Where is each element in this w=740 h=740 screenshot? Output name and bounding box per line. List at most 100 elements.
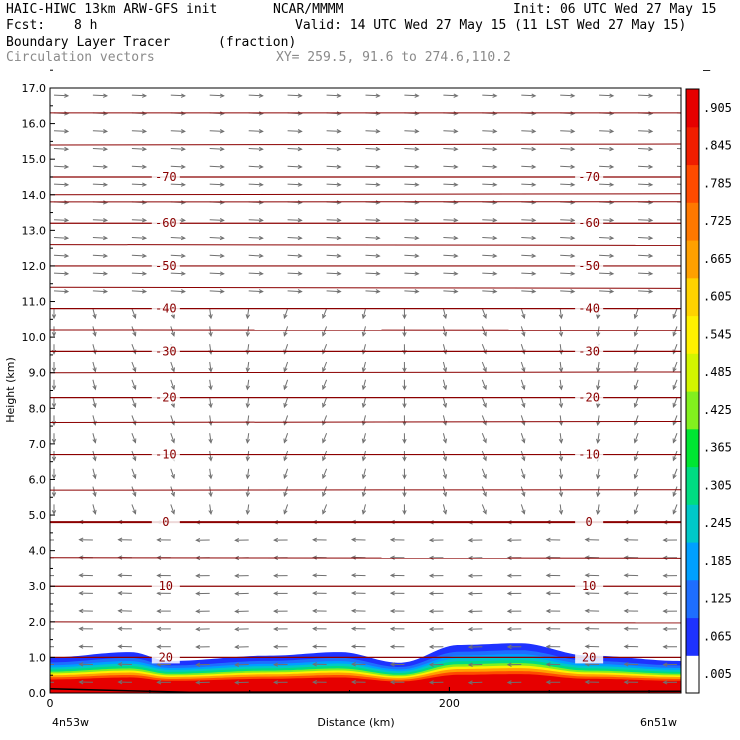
vector [248,130,263,132]
y-tick-label: 8.0 [29,402,47,415]
vector [597,326,600,336]
vector-head [545,626,551,632]
vector [92,237,107,239]
vector [520,344,525,354]
vector-head [361,491,367,498]
vector [634,433,639,443]
vector [404,254,419,257]
vector-head [132,474,137,480]
vector-head [570,218,576,223]
y-tick-label: 16.0 [22,118,47,131]
vector [672,504,678,514]
colorbar-label: .785 [703,176,732,190]
vector-head [402,385,407,391]
vector [322,486,328,497]
vector-head [258,164,264,170]
vector-head [297,93,303,98]
vector [322,415,328,425]
vector [92,290,107,293]
vector [53,237,69,239]
vector-head [453,182,459,187]
vector-head [336,218,342,223]
vector-head [245,403,251,409]
vector-head [506,662,512,667]
colorbar-label: .305 [703,478,732,492]
contour-line-minor [50,286,681,289]
vector [170,165,185,168]
vector [676,254,681,257]
vector-head [180,129,186,134]
vector [322,379,328,390]
y-axis-label: Height (km) [4,357,17,423]
vector [404,148,419,150]
vector-head [492,93,498,98]
vector [322,450,328,461]
vector-head [297,218,303,223]
vector-head [350,626,356,631]
vector-head [312,679,318,685]
vector-head [442,438,448,444]
vector-head [156,626,162,632]
vector [520,379,525,390]
vector [326,272,341,275]
vector [482,290,497,293]
vector-head [92,367,97,373]
vector-head [170,438,175,444]
vector [283,450,289,461]
vector-head [208,367,213,373]
vector-head [361,385,367,391]
vector-head [623,573,629,578]
vector [170,415,175,425]
vector-head [531,164,537,170]
contour-line-minor [50,244,681,246]
vector-head [428,591,434,596]
contour-line-minor [50,621,681,624]
contour-label-bg [575,301,604,315]
vector [209,468,212,479]
vector-head [442,313,448,320]
vector-head [208,385,213,391]
vector [599,148,614,150]
vector [53,183,69,186]
vector [559,379,562,390]
vector [131,219,146,221]
vector [326,148,341,150]
vector-head [180,271,186,276]
vector [481,486,487,497]
vector-head [336,289,342,294]
vector-head [558,492,564,498]
vector-head [92,509,97,515]
vector-head [64,218,70,223]
vector-head [545,537,551,543]
vector-head [545,573,551,578]
vector-head [103,164,109,170]
vector [634,326,639,336]
contour-line-minor [50,143,681,146]
y-tick-label: 13.0 [22,224,47,237]
circulation-vectors [50,93,681,685]
vector-head [103,289,109,294]
vector-head [283,491,288,497]
vector-head [596,492,601,498]
vector-head [234,573,240,578]
vector-head [234,538,240,543]
vector [599,183,614,186]
vector [209,504,212,514]
vector [560,290,575,293]
vector-head [297,146,303,152]
vector-head [51,332,57,338]
y-tick-label: 14.0 [22,189,47,202]
colorbar-swatch [686,655,699,694]
vector [246,486,250,497]
vector-head [596,331,601,338]
vector-head [195,609,201,614]
vector [322,361,328,372]
vector [672,308,678,319]
contour-label: 10 [159,579,173,593]
vector-head [570,182,576,187]
vector [521,165,536,168]
vector [131,486,136,497]
vector-head [531,182,537,187]
vector-head [558,403,564,409]
vector [365,165,380,168]
